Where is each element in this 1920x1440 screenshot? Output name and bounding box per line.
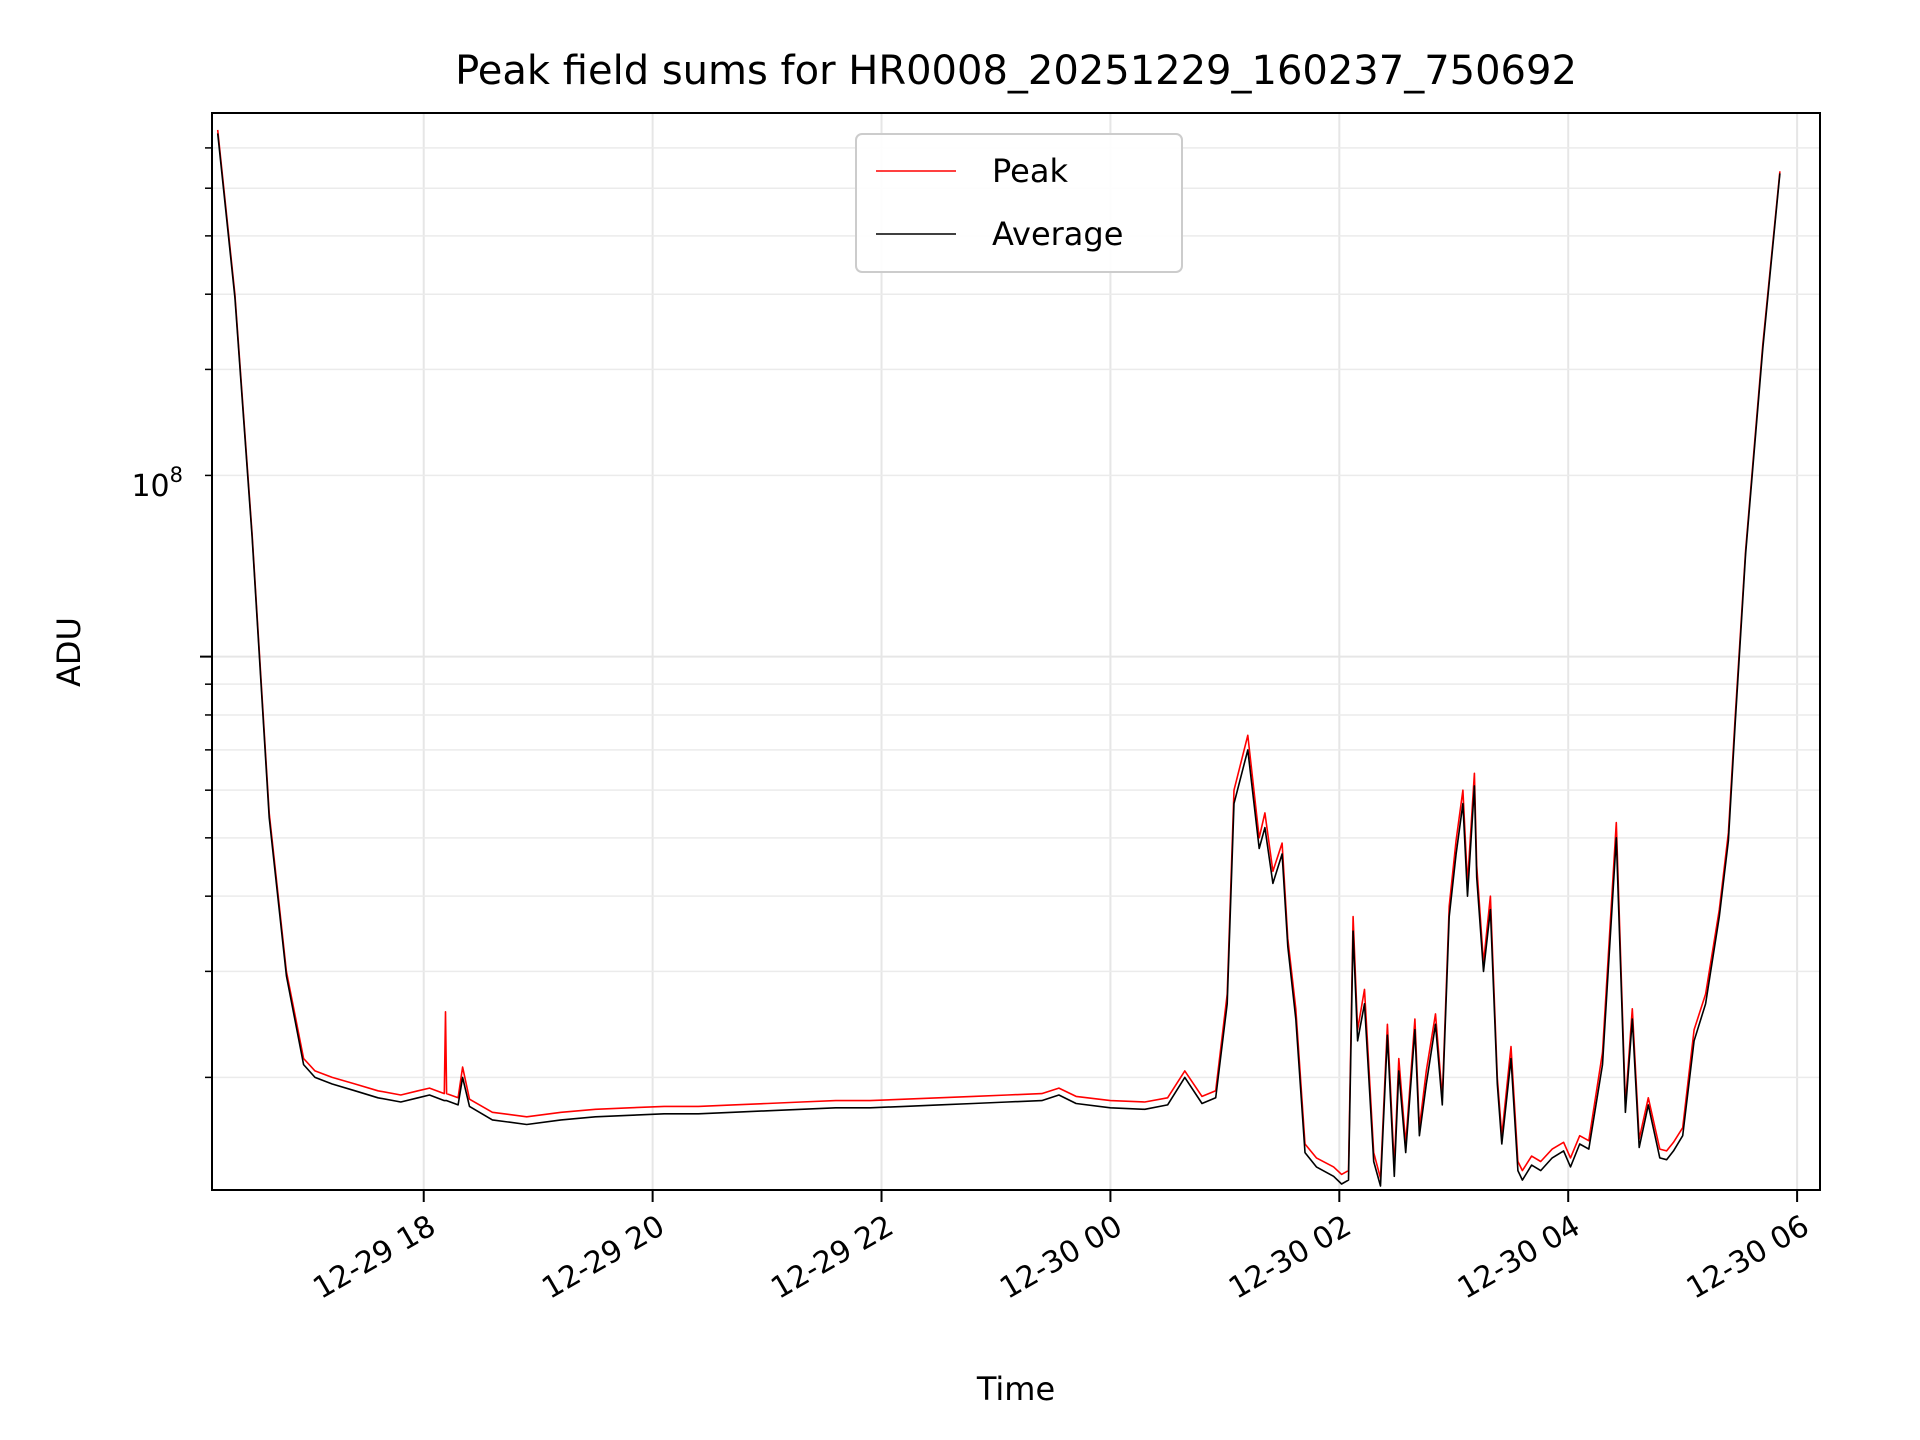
legend-box [855,133,1183,273]
y-axis-label: ADU [50,617,88,687]
series-line-peak [216,129,1781,1179]
x-axis-label: Time [976,1370,1055,1408]
legend: Peak Average [855,133,1183,273]
legend-label-peak: Peak [992,152,1068,190]
plot-lines [216,129,1781,1187]
legend-label-average: Average [992,215,1123,253]
y-tick-label-1e8: 108 [131,463,183,504]
plot-frame [211,112,1821,1191]
y-axis: 108 [131,147,212,1079]
series-line-average [216,133,1781,1187]
chart-title: Peak field sums for HR0008_20251229_1602… [455,48,1577,94]
